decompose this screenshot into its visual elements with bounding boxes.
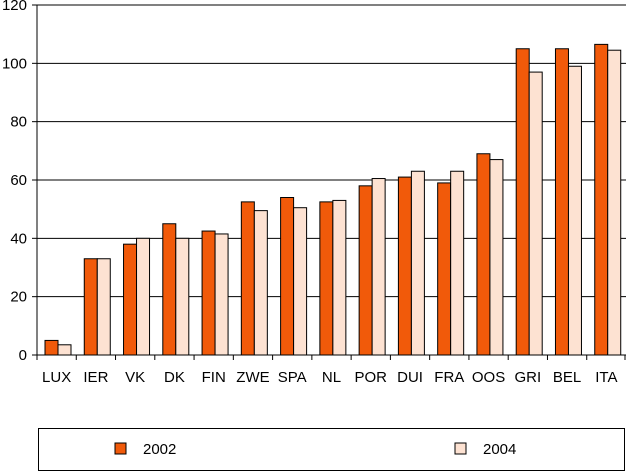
x-category-label: SPA xyxy=(278,369,307,386)
bar-2002 xyxy=(44,339,59,356)
x-category-label: GRI xyxy=(514,369,541,386)
bar-2004 xyxy=(96,258,111,356)
bar-2004 xyxy=(293,207,308,356)
bar-2004 xyxy=(371,178,386,356)
x-category-label: VK xyxy=(125,369,145,386)
bars xyxy=(44,43,622,356)
bar-2002 xyxy=(358,185,373,356)
bar-2002 xyxy=(554,48,569,356)
bar-2002 xyxy=(162,223,177,356)
x-category-label: FRA xyxy=(434,369,464,386)
legend-label: 2002 xyxy=(143,441,176,458)
legend-box xyxy=(38,428,625,471)
x-category-label: IER xyxy=(83,369,108,386)
x-category-label: POR xyxy=(355,369,388,386)
bar-2002 xyxy=(515,48,530,356)
bar-2002 xyxy=(397,176,412,356)
bar-2002 xyxy=(280,197,295,356)
y-tick-label: 120 xyxy=(2,0,27,14)
x-category-label: DK xyxy=(164,369,185,386)
bar-2002 xyxy=(201,230,216,356)
bar-2004 xyxy=(450,170,465,356)
x-category-label: NL xyxy=(322,369,341,386)
bar-2004 xyxy=(332,199,347,356)
legend-swatch-2004 xyxy=(454,442,467,455)
bar-2004 xyxy=(567,65,582,356)
x-category-label: OOS xyxy=(472,369,505,386)
y-tick-label: 20 xyxy=(10,289,27,306)
x-category-label: FIN xyxy=(202,369,226,386)
y-tick-label: 0 xyxy=(19,347,27,364)
bar-2002 xyxy=(83,258,98,356)
legend-swatch-2002 xyxy=(114,442,127,455)
bar-2004 xyxy=(136,237,151,356)
bar-2004 xyxy=(607,49,622,356)
y-tick-label: 100 xyxy=(2,55,27,72)
x-category-label: ZWE xyxy=(236,369,269,386)
y-tick-label: 80 xyxy=(10,114,27,131)
legend: 2002 2004 xyxy=(38,428,625,471)
x-category-label: DUI xyxy=(397,369,423,386)
bar-2002 xyxy=(476,153,491,356)
y-tick-label: 60 xyxy=(10,172,27,189)
bar-2004 xyxy=(253,210,268,356)
x-category-label: ITA xyxy=(595,369,617,386)
x-category-label: BEL xyxy=(553,369,581,386)
bar-2004 xyxy=(214,233,229,356)
bar-2004 xyxy=(489,159,504,356)
bar-2004 xyxy=(57,344,72,356)
bar-2004 xyxy=(410,170,425,356)
x-category-label: LUX xyxy=(42,369,71,386)
bar-2004 xyxy=(175,237,190,356)
axes: 0 20 40 60 80 100 120 LUX IER VK DK FIN ZWE SPA NL POR D… xyxy=(2,0,626,386)
bar-2002 xyxy=(437,182,452,356)
bar-2002 xyxy=(319,201,334,356)
bar-2002 xyxy=(123,243,138,356)
bar-2002 xyxy=(594,43,609,356)
y-tick-label: 40 xyxy=(10,230,27,247)
bar-2004 xyxy=(528,71,543,356)
legend-label: 2004 xyxy=(483,441,516,458)
bar-2002 xyxy=(240,201,255,356)
